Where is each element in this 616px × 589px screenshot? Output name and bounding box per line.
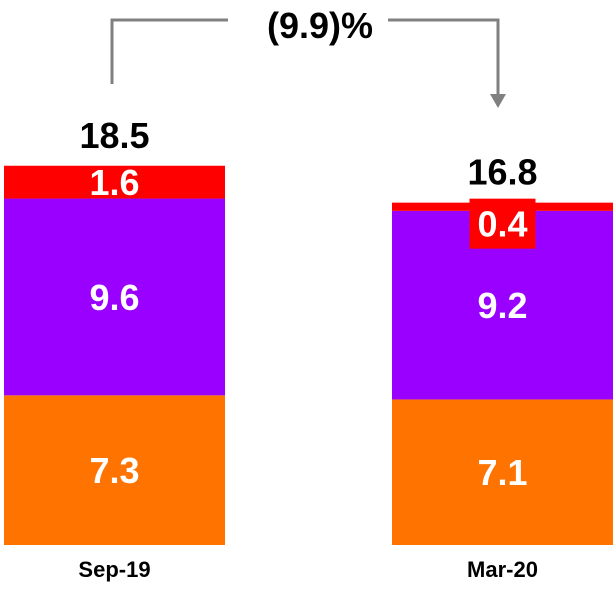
bars-layer — [4, 165, 613, 545]
segment-value-label: 7.3 — [89, 450, 139, 491]
category-label-sep-19: Sep-19 — [78, 557, 150, 582]
bar-segment-sep-19-0 — [4, 395, 225, 545]
change-arrow: (9.9)% — [110, 5, 506, 108]
segment-value-label: 0.4 — [477, 204, 527, 245]
labels-layer: 7.3 9.6 1.6 18.5 Sep-19 7.1 9.2 0.4 16.8 Mar-20 — [78, 115, 538, 582]
bar-segment-sep-19-2 — [4, 165, 225, 199]
segment-value-label: 9.6 — [89, 277, 139, 318]
category-label-mar-20: Mar-20 — [467, 557, 538, 582]
total-label-mar-20: 16.8 — [467, 152, 537, 193]
change-arrow-head — [490, 94, 506, 108]
bar-segment-mar-20-0 — [392, 399, 613, 545]
change-label: (9.9)% — [267, 5, 373, 46]
bar-segment-sep-19-1 — [4, 198, 225, 396]
total-label-sep-19: 18.5 — [79, 115, 149, 156]
change-arrow-line — [110, 18, 500, 94]
segment-value-label: 7.1 — [477, 452, 527, 493]
segment-label-box — [469, 198, 536, 249]
segment-value-label: 1.6 — [89, 162, 139, 203]
segment-value-label: 9.2 — [477, 285, 527, 326]
